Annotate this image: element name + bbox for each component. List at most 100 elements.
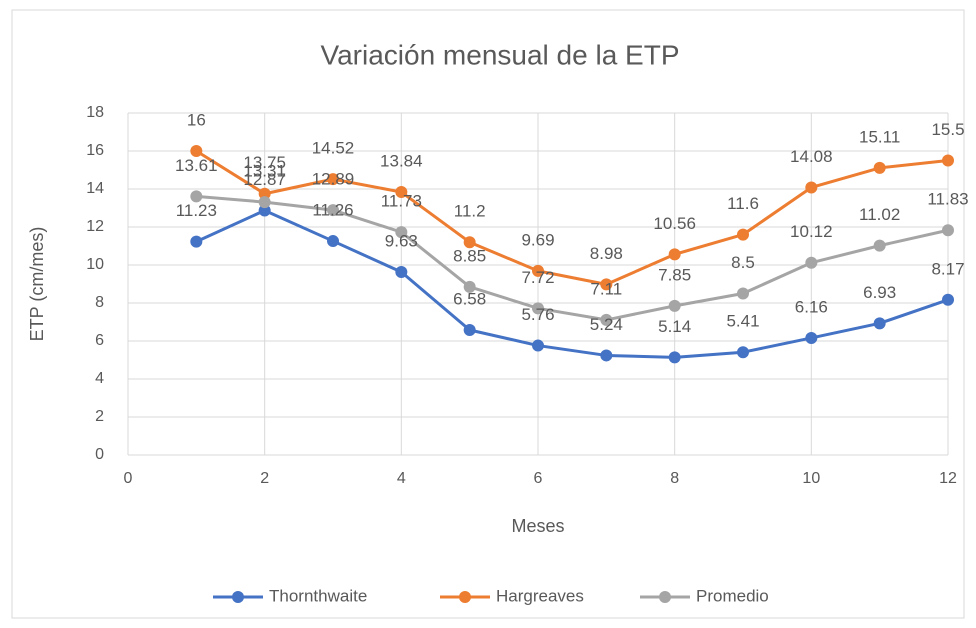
- marker: [258, 196, 271, 209]
- chart-border: [11, 9, 965, 619]
- y-tick-label: 18: [86, 104, 104, 121]
- marker: [395, 186, 408, 199]
- marker: [327, 173, 339, 186]
- data-label: 5.41: [726, 312, 759, 331]
- marker: [873, 239, 886, 252]
- data-label: 7.85: [658, 265, 691, 284]
- marker: [668, 351, 681, 364]
- data-label: 15.11: [859, 127, 900, 146]
- data-label: 6.16: [795, 297, 828, 316]
- x-tick-label: 12: [939, 470, 957, 487]
- marker: [327, 235, 339, 248]
- legend-label: Thornthwaite: [269, 586, 367, 605]
- data-label: 11.2: [454, 202, 486, 221]
- marker: [395, 226, 408, 239]
- x-axis-label: Meses: [511, 516, 564, 536]
- y-tick-label: 8: [95, 294, 104, 311]
- marker: [737, 228, 749, 241]
- marker: [668, 299, 681, 312]
- marker: [600, 278, 613, 291]
- data-label: 12.87: [243, 170, 286, 189]
- series-line: [195, 149, 949, 286]
- data-label: 9.69: [521, 230, 554, 249]
- marker: [873, 317, 886, 330]
- marker: [532, 302, 544, 315]
- marker: [942, 224, 954, 237]
- marker: [942, 293, 954, 306]
- data-label: 9.63: [385, 232, 418, 251]
- data-label: 8.5: [731, 253, 755, 272]
- marker: [600, 313, 613, 326]
- y-tick-label: 6: [95, 332, 104, 349]
- series-line: [196, 194, 949, 322]
- marker: [942, 154, 954, 167]
- marker: [395, 266, 408, 279]
- x-tick-label: 8: [670, 470, 679, 487]
- marker: [805, 331, 818, 344]
- chart-title: Variación mensual de la ETP: [321, 39, 680, 70]
- data-label: 16: [187, 110, 206, 129]
- data-label: 5.14: [658, 317, 691, 336]
- data-label: 5.76: [521, 305, 554, 324]
- data-label: 11.83: [927, 190, 968, 209]
- data-label: 6.58: [453, 289, 486, 308]
- y-tick-label: 12: [86, 218, 104, 235]
- marker: [532, 264, 544, 277]
- data-label: 6.93: [863, 283, 896, 302]
- y-tick-label: 4: [95, 370, 104, 387]
- marker: [737, 346, 749, 359]
- legend-label: Promedio: [696, 586, 769, 605]
- legend-label: Hargreaves: [496, 586, 584, 605]
- y-tick-label: 14: [86, 180, 104, 197]
- data-label: 15.5: [931, 120, 964, 139]
- data-label: 14.52: [312, 139, 355, 158]
- marker: [600, 349, 613, 362]
- data-label: 8.85: [453, 246, 486, 265]
- data-label: 8.98: [590, 244, 623, 263]
- marker: [805, 256, 818, 269]
- marker: [190, 190, 203, 203]
- y-axis-label: ETP (cm/mes): [27, 227, 47, 342]
- marker: [258, 187, 271, 200]
- marker: [463, 280, 476, 293]
- legend-marker: [659, 591, 671, 603]
- data-label: 7.72: [521, 268, 554, 287]
- marker: [805, 181, 818, 194]
- x-tick-label: 4: [397, 470, 406, 487]
- y-tick-label: 10: [86, 256, 104, 273]
- x-tick-label: 6: [534, 470, 543, 487]
- data-label: 10.56: [653, 214, 696, 233]
- marker: [190, 235, 203, 248]
- data-label: 13.61: [175, 156, 218, 175]
- y-tick-label: 0: [95, 446, 104, 463]
- data-label: 13.31: [243, 162, 286, 181]
- x-tick-label: 2: [260, 470, 269, 487]
- data-label: 11.6: [727, 194, 759, 213]
- marker: [873, 161, 886, 174]
- y-tick-label: 16: [86, 142, 104, 159]
- y-tick-label: 2: [95, 408, 104, 425]
- data-label: 8.17: [931, 259, 964, 278]
- data-label: 11.23: [176, 201, 217, 220]
- data-label: 11.73: [381, 192, 422, 211]
- x-tick-label: 0: [124, 470, 133, 487]
- marker: [532, 339, 544, 352]
- data-label: 7.11: [590, 279, 622, 298]
- marker: [327, 204, 339, 217]
- marker: [258, 204, 271, 217]
- data-label: 14.08: [790, 147, 833, 166]
- legend-marker: [232, 591, 244, 603]
- data-label: 12.89: [312, 170, 355, 189]
- data-label: 13.75: [243, 153, 286, 172]
- legend-marker: [459, 591, 471, 603]
- data-label: 13.84: [380, 152, 423, 171]
- data-label: 11.02: [859, 205, 900, 224]
- marker: [737, 287, 749, 300]
- series-line: [195, 208, 949, 359]
- marker: [668, 248, 681, 261]
- marker: [463, 236, 476, 249]
- marker: [190, 145, 203, 157]
- x-tick-label: 10: [802, 470, 820, 487]
- data-label: 11.26: [312, 201, 353, 220]
